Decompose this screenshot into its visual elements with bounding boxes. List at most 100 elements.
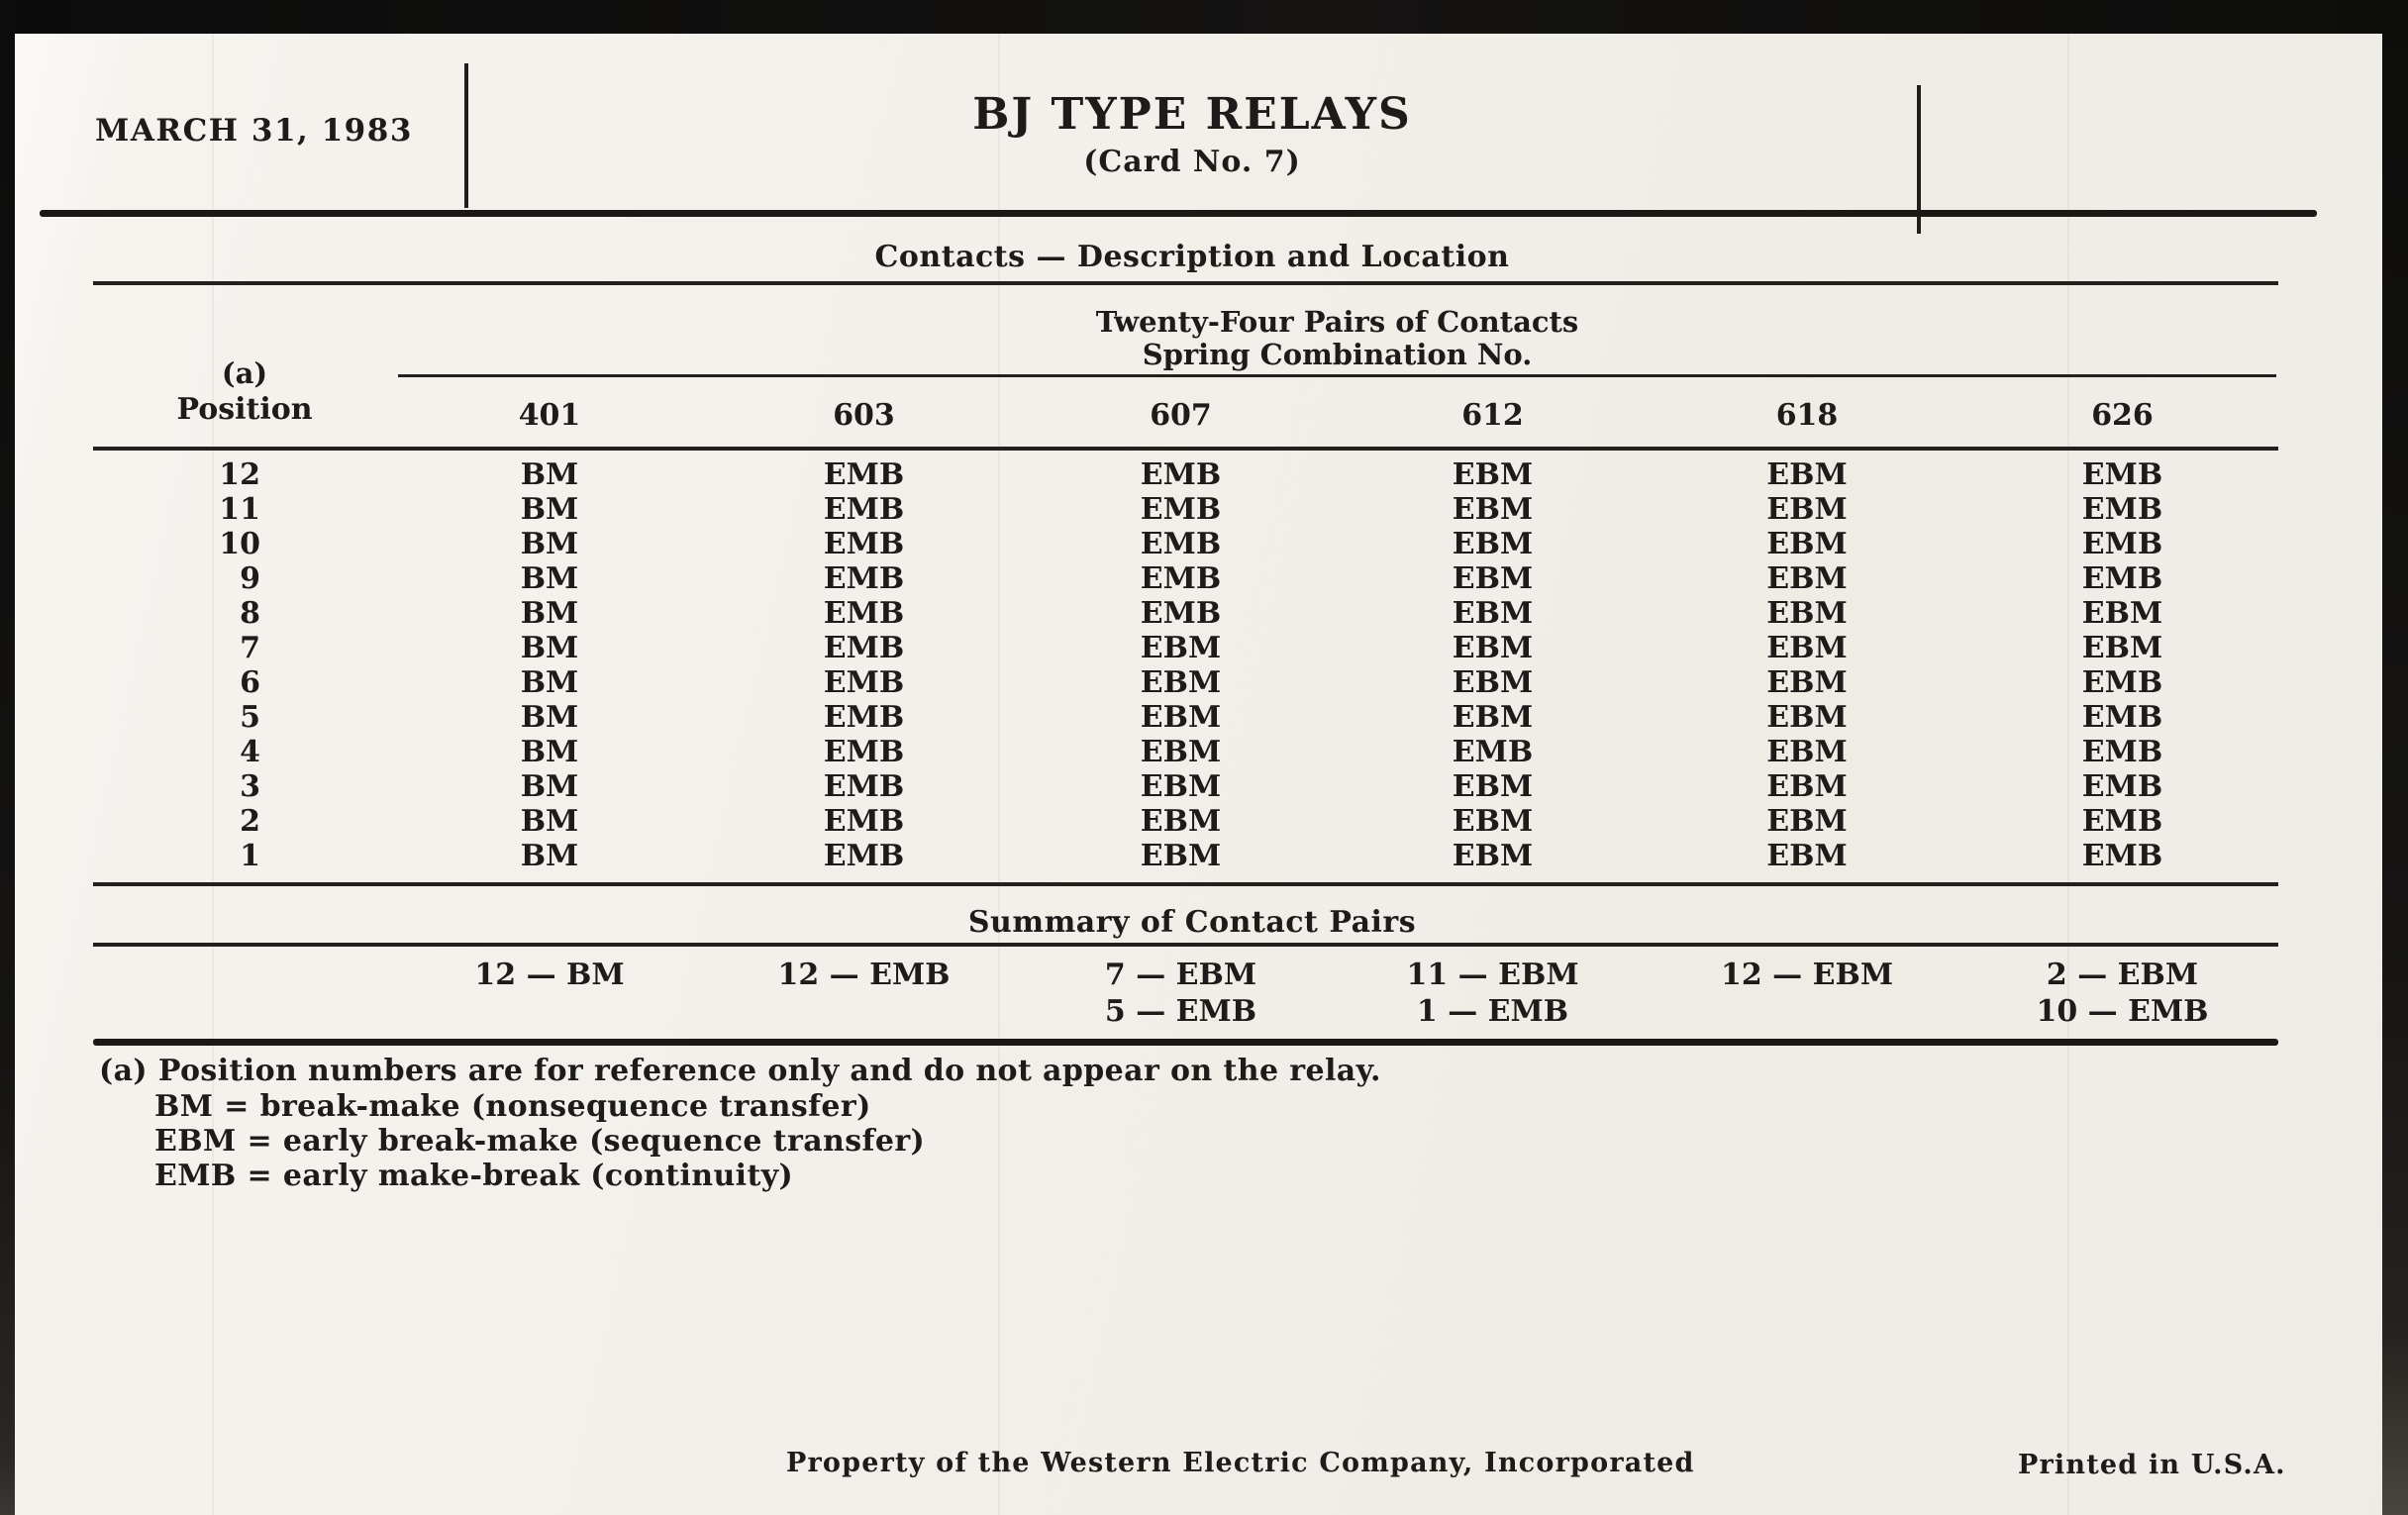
contact-cell: EMB [823,804,905,839]
position-cell: 1 [240,839,260,873]
contact-cell: EBM [2081,596,2163,631]
position-cell: 8 [240,596,260,631]
contact-cell: BM [520,631,579,665]
table-row: 7 BM EMB EBM EBM EBM EBM [93,631,2279,665]
contact-cell: EMB [823,457,905,492]
contact-cell: EBM [1452,631,1534,665]
contact-cell: EBM [1766,735,1848,769]
table-row: 10 BM EMB EMB EBM EBM EMB [93,527,2279,561]
contact-cell: EBM [1452,804,1534,839]
contact-cell: EBM [1766,665,1848,700]
summary-cell: 2 — EBM 10 — EMB [1965,957,2279,1030]
section-title: Contacts — Description and Location [874,240,1510,274]
summary-line: 10 — EMB [2036,994,2209,1029]
contact-cell: BM [520,700,579,735]
summary-rule [93,943,2278,947]
table-row: 12 BM EMB EMB EBM EBM EMB [93,457,2279,492]
summary-line: 7 — EBM [1104,958,1257,992]
contact-cell: EBM [1766,561,1848,596]
group-header-line1: Twenty-Four Pairs of Contacts [1095,305,1579,339]
contact-cell: EMB [2081,804,2163,839]
column-header: 603 [833,398,895,433]
contact-cell: EMB [823,631,905,665]
contact-cell: EBM [1140,769,1222,804]
contact-cell: EMB [823,665,905,700]
scan-edge-left [0,0,15,1515]
contact-cell: BM [520,561,579,596]
header-rule [40,210,2317,217]
contact-cell: EMB [823,839,905,873]
contact-cell: EMB [823,561,905,596]
contact-cell: EMB [1140,527,1222,561]
summary-spacer [93,957,396,1030]
contact-cell: EBM [1452,492,1534,527]
contact-cell: EMB [823,492,905,527]
position-cell: 5 [240,700,260,735]
contact-cell: EMB [2081,735,2163,769]
contact-cell: EMB [2081,839,2163,873]
table-row: 2 BM EMB EBM EBM EBM EMB [93,804,2279,839]
contact-cell: EMB [823,700,905,735]
contact-cell: EMB [823,596,905,631]
summary-cell: 12 — BM [396,957,703,1030]
position-cell: 6 [240,665,260,700]
table-row: 3 BM EMB EBM EBM EBM EMB [93,769,2279,804]
contact-cell: EBM [1766,527,1848,561]
contact-cell: EBM [1452,527,1534,561]
summary-line: 11 — EBM [1406,958,1579,992]
contact-cell: EMB [823,527,905,561]
page-title: BJ TYPE RELAYS [972,89,1412,140]
contact-cell: EBM [1452,561,1534,596]
contact-cell: EBM [1766,631,1848,665]
position-cell: 7 [240,631,260,665]
table-row: 1 BM EMB EBM EBM EBM EMB [93,839,2279,873]
contact-cell: EMB [2081,527,2163,561]
footnote-a: (a) Position numbers are for reference o… [99,1054,1381,1088]
contact-cell: BM [520,769,579,804]
column-header-spacer [93,398,396,433]
contacts-table-body: 12 BM EMB EMB EBM EBM EMB 11 BM EMB EMB … [93,457,2279,873]
summary-line: 5 — EMB [1104,994,1257,1029]
property-notice: Property of the Western Electric Company… [786,1448,1695,1478]
position-cell: 3 [240,769,260,804]
contact-cell: EBM [1452,839,1534,873]
column-header: 607 [1150,398,1212,433]
column-header-underline [93,447,2278,451]
group-header-rule [398,374,2276,377]
section-rule [93,281,2278,285]
contact-cell: EBM [1140,839,1222,873]
summary-bottom-rule [93,1039,2278,1046]
contact-cell: BM [520,839,579,873]
position-cell: 10 [219,527,260,561]
issue-date: MARCH 31, 1983 [95,113,413,149]
contact-cell: EBM [1140,804,1222,839]
contact-cell: EBM [1766,769,1848,804]
footnote-ebm: EBM = early break-make (sequence transfe… [154,1124,926,1159]
position-cell: 12 [219,457,260,492]
contact-cell: BM [520,457,579,492]
contact-cell: BM [520,596,579,631]
contact-cell: EBM [1766,492,1848,527]
contact-cell: EMB [1452,735,1534,769]
header-divider-left [464,63,468,208]
contact-cell: BM [520,735,579,769]
table-bottom-rule [93,882,2278,886]
table-row: 11 BM EMB EMB EBM EBM EMB [93,492,2279,527]
position-column-label: Position [176,392,313,427]
summary-line: 12 — BM [474,958,625,992]
scan-edge-top [0,0,2408,34]
contact-cell: EBM [1140,631,1222,665]
contact-cell: EBM [1766,596,1848,631]
contact-cell: EBM [1766,700,1848,735]
position-note: (a) [221,356,268,390]
contact-cell: BM [520,804,579,839]
column-header: 626 [2091,398,2154,433]
contact-cell: EBM [1452,665,1534,700]
summary-cell: 7 — EBM 5 — EMB [1025,957,1337,1030]
contact-cell: EBM [1140,665,1222,700]
contact-cell: EMB [1140,492,1222,527]
summary-cell: 12 — EBM [1649,957,1965,1030]
column-header: 618 [1775,398,1839,433]
header-divider-right [1917,85,1921,234]
summary-cell: 12 — EMB [703,957,1025,1030]
